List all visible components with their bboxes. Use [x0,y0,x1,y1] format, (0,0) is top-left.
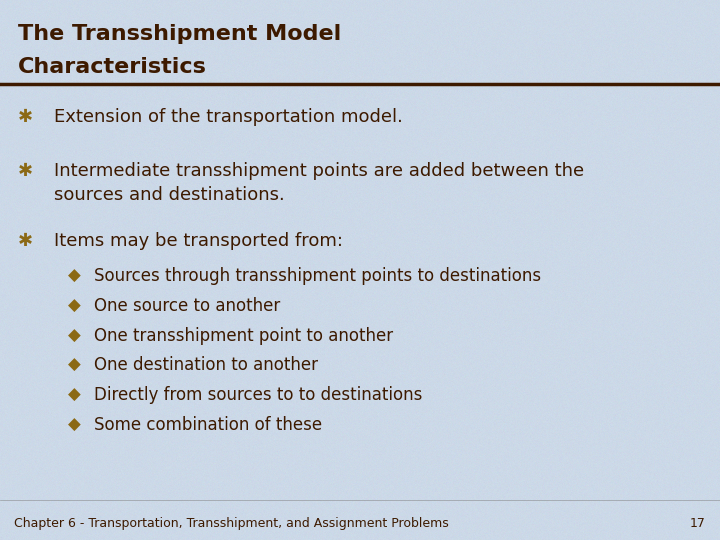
Text: ✱: ✱ [18,232,33,250]
Text: ◆: ◆ [68,327,81,345]
Text: ✱: ✱ [18,108,33,126]
Text: ◆: ◆ [68,416,81,434]
Text: 17: 17 [690,517,706,530]
Text: The Transshipment Model: The Transshipment Model [18,24,341,44]
Text: Extension of the transportation model.: Extension of the transportation model. [54,108,403,126]
Text: ◆: ◆ [68,386,81,404]
Text: Intermediate transshipment points are added between the
sources and destinations: Intermediate transshipment points are ad… [54,162,584,204]
Text: Sources through transshipment points to destinations: Sources through transshipment points to … [94,267,541,285]
Text: One source to another: One source to another [94,297,280,315]
Text: ✱: ✱ [18,162,33,180]
Text: One destination to another: One destination to another [94,356,318,374]
Text: Directly from sources to to destinations: Directly from sources to to destinations [94,386,422,404]
Text: ◆: ◆ [68,267,81,285]
Text: Chapter 6 - Transportation, Transshipment, and Assignment Problems: Chapter 6 - Transportation, Transshipmen… [14,517,449,530]
Text: Characteristics: Characteristics [18,57,207,77]
Text: One transshipment point to another: One transshipment point to another [94,327,392,345]
Text: ◆: ◆ [68,297,81,315]
Text: ◆: ◆ [68,356,81,374]
Text: Some combination of these: Some combination of these [94,416,322,434]
Text: Items may be transported from:: Items may be transported from: [54,232,343,250]
